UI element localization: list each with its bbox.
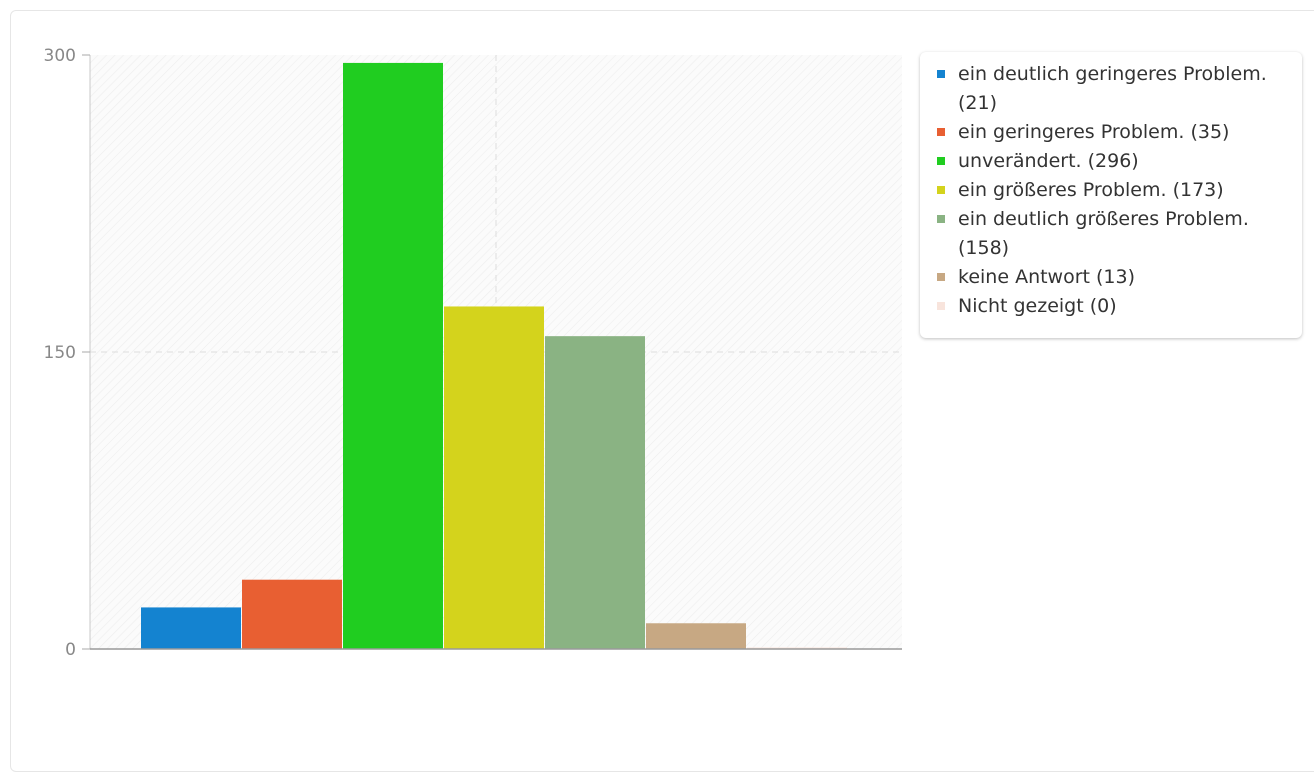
legend-label: unverändert. (296) xyxy=(958,150,1139,172)
y-tick-label: 0 xyxy=(65,640,76,660)
legend-item[interactable]: ein größeres Problem. (173) xyxy=(934,176,1298,205)
legend-label: Nicht gezeigt (0) xyxy=(958,295,1117,317)
legend-swatch xyxy=(937,70,945,78)
bar[interactable] xyxy=(141,607,241,649)
legend-label: ein geringeres Problem. (35) xyxy=(958,121,1230,143)
y-tick-label: 300 xyxy=(44,46,76,66)
legend-swatch xyxy=(937,157,945,165)
legend-item[interactable]: ein deutlich größeres Problem. (158) xyxy=(934,205,1298,263)
legend-item[interactable]: keine Antwort (13) xyxy=(934,263,1298,292)
bar[interactable] xyxy=(646,623,746,649)
legend-label: ein größeres Problem. (173) xyxy=(958,179,1224,201)
bar[interactable] xyxy=(242,579,342,649)
y-ticks-group: 300 150 0 xyxy=(44,46,90,660)
legend-swatch xyxy=(937,215,945,223)
legend-label: ein deutlich geringeres Problem. (21) xyxy=(958,63,1267,114)
legend-swatch xyxy=(937,302,945,310)
legend-label: ein deutlich größeres Problem. (158) xyxy=(958,208,1249,259)
legend-label: keine Antwort (13) xyxy=(958,266,1136,288)
y-tick-label: 150 xyxy=(44,343,76,363)
legend-item[interactable]: ein geringeres Problem. (35) xyxy=(934,118,1298,147)
bar[interactable] xyxy=(343,62,443,650)
bar-chart: 300 150 0 xyxy=(44,46,902,660)
legend-item[interactable]: Nicht gezeigt (0) xyxy=(934,292,1298,321)
legend-swatch xyxy=(937,273,945,281)
legend-item[interactable]: ein deutlich geringeres Problem. (21) xyxy=(934,60,1298,118)
legend: ein deutlich geringeres Problem. (21) ei… xyxy=(920,52,1302,338)
bar[interactable] xyxy=(545,336,645,649)
bar[interactable] xyxy=(444,306,544,649)
legend-swatch xyxy=(937,128,945,136)
legend-swatch xyxy=(937,186,945,194)
bars-group xyxy=(141,62,847,650)
legend-item[interactable]: unverändert. (296) xyxy=(934,147,1298,176)
